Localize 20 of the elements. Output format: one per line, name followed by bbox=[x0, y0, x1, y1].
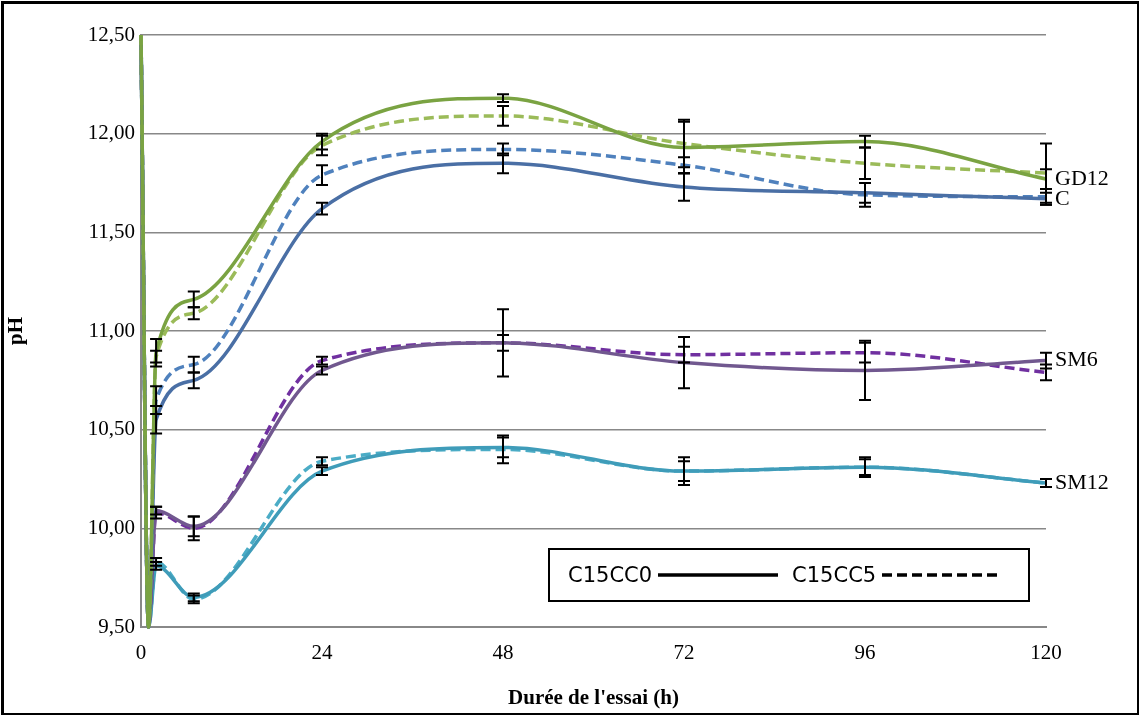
x-tick-label: 72 bbox=[673, 640, 695, 665]
x-tick-label: 96 bbox=[854, 640, 876, 665]
series-label: SM12 bbox=[1055, 468, 1109, 494]
x-tick-label: 24 bbox=[311, 640, 333, 665]
y-tick-label: 11,00 bbox=[88, 317, 135, 342]
y-axis-title: pH bbox=[3, 316, 28, 346]
annotation: C15CC0 bbox=[568, 563, 653, 587]
y-tick-label: 9,50 bbox=[98, 613, 135, 638]
legend: C15CC0 C15CC5 bbox=[548, 548, 1030, 602]
y-tick-label: 11,50 bbox=[88, 218, 135, 243]
x-tick-label: 120 bbox=[1030, 640, 1062, 665]
series-label: SM6 bbox=[1055, 346, 1098, 372]
annotation: C15CC5 bbox=[792, 563, 877, 587]
x-tick-label: 48 bbox=[492, 640, 514, 665]
x-axis-title: Durée de l'essai (h) bbox=[508, 684, 679, 709]
y-tick-label: 12,00 bbox=[87, 120, 135, 145]
x-tick-label: 0 bbox=[135, 640, 147, 665]
y-tick-label: 10,50 bbox=[87, 416, 135, 441]
y-tick-label: 10,00 bbox=[87, 514, 135, 539]
y-tick-label: 12,50 bbox=[87, 21, 135, 46]
